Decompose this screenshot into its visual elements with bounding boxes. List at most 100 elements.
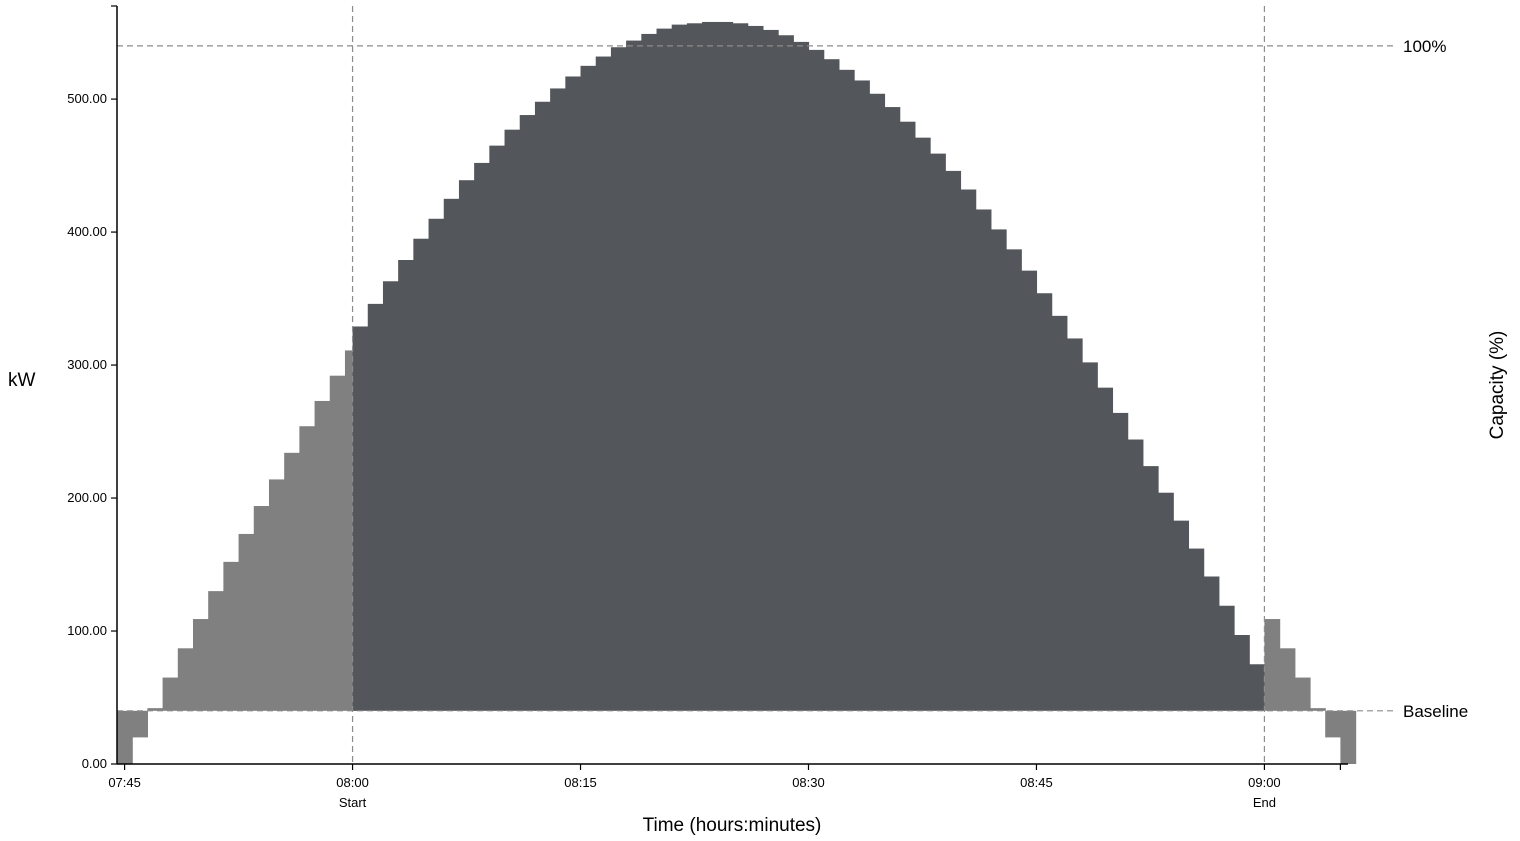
x-tick-label: 09:00 — [1248, 775, 1281, 790]
event-bar — [1219, 606, 1235, 711]
pre-event-bar — [299, 426, 315, 711]
event-bar — [900, 122, 916, 711]
event-bar — [565, 76, 581, 710]
reference-label: 100% — [1403, 37, 1446, 56]
event-bar — [717, 22, 733, 711]
event-bar — [1112, 413, 1128, 711]
event-bar — [733, 23, 749, 711]
pre-event-bar — [330, 376, 346, 711]
event-bar — [884, 107, 900, 711]
event-bar — [687, 23, 703, 711]
post-event-bar — [1325, 711, 1341, 738]
y-ticks: 0.00 100.00 200.00 300.00 400.00 500.00 — [67, 6, 117, 771]
y-tick-label: 0.00 — [82, 756, 107, 771]
pre-event-bar — [315, 401, 331, 711]
event-bar — [1097, 388, 1113, 711]
event-bar — [596, 57, 612, 711]
x-tick-label: 08:30 — [792, 775, 825, 790]
event-bar — [1067, 338, 1083, 710]
pre-event-bar — [269, 479, 285, 710]
event-bar — [702, 22, 718, 711]
pre-event-bar — [178, 648, 194, 711]
event-bar — [824, 59, 840, 711]
event-bar — [1082, 362, 1098, 710]
event-bar — [505, 130, 521, 711]
x-ticks: 07:45 08:00 Start 08:15 08:30 08:45 09:00 End — [108, 764, 1340, 810]
event-bar — [429, 219, 445, 711]
event-bar — [535, 102, 551, 711]
event-bar — [520, 115, 536, 711]
pre-event-bar — [193, 619, 209, 711]
pre-event-bar — [284, 453, 300, 711]
y-tick-label: 100.00 — [67, 623, 107, 638]
pre-event-bar — [117, 711, 133, 764]
event-bar — [945, 171, 961, 711]
event-bar — [672, 25, 688, 711]
event-bar — [353, 326, 369, 710]
post-event-bar — [1264, 619, 1280, 711]
event-bar — [444, 199, 460, 711]
event-bar — [1173, 521, 1189, 711]
event-bar — [1052, 316, 1068, 711]
event-bar — [991, 229, 1007, 710]
event-bar — [474, 163, 490, 711]
pre-event-bar — [223, 562, 239, 711]
event-bar — [489, 146, 505, 711]
x-tick-label: 08:45 — [1020, 775, 1053, 790]
event-bar — [960, 190, 976, 711]
pre-event-bar — [132, 711, 148, 738]
y-tick-label: 200.00 — [67, 490, 107, 505]
event-bar — [915, 138, 931, 711]
event-bar — [1188, 549, 1204, 711]
x-tick-label: 08:00 — [336, 775, 369, 790]
event-bar — [1249, 664, 1265, 711]
y-axis-title: kW — [8, 370, 36, 391]
event-bar — [763, 30, 779, 711]
event-bar — [611, 47, 627, 711]
event-bar — [808, 50, 824, 711]
event-bar — [459, 180, 475, 711]
event-bar — [869, 94, 885, 711]
event-bar — [793, 42, 809, 711]
post-event-bar — [1280, 648, 1296, 711]
x-axis-title: Time (hours:minutes) — [643, 815, 822, 836]
event-bar — [1158, 493, 1174, 711]
event-bar — [626, 41, 642, 711]
event-bar — [778, 35, 794, 711]
post-event-bar — [1295, 678, 1311, 711]
event-bar — [413, 239, 429, 711]
y2-axis-title: Capacity (%) — [1487, 331, 1508, 440]
pre-event-bar — [239, 534, 255, 711]
y-tick-label: 500.00 — [67, 91, 107, 106]
event-bar — [839, 70, 855, 711]
reference-label: Baseline — [1403, 702, 1468, 721]
event-bar — [854, 80, 870, 710]
x-tick-label: 07:45 — [108, 775, 141, 790]
event-bar — [383, 281, 399, 711]
event-bar — [1204, 576, 1220, 710]
event-bar — [748, 26, 764, 711]
pre-event-bar — [254, 506, 270, 711]
event-bar — [657, 29, 673, 711]
event-bar — [976, 209, 992, 710]
event-bar — [550, 88, 566, 710]
x-tick-sublabel: End — [1253, 795, 1276, 810]
pre-event-bar — [208, 591, 224, 711]
y-tick-label: 300.00 — [67, 357, 107, 372]
event-bar — [930, 154, 946, 711]
event-bar — [1128, 440, 1144, 711]
event-bar — [1143, 466, 1159, 711]
event-bar — [581, 66, 597, 711]
event-bar — [368, 304, 384, 711]
event-bar — [641, 34, 657, 711]
event-bar — [398, 260, 414, 711]
y-tick-label: 400.00 — [67, 224, 107, 239]
event-bar — [1021, 271, 1037, 711]
event-bar — [1036, 293, 1052, 711]
bars-layer — [117, 22, 1356, 764]
event-bar — [1006, 249, 1022, 710]
x-tick-label: 08:15 — [564, 775, 597, 790]
pre-event-bar — [163, 678, 179, 711]
event-bar — [1234, 635, 1250, 711]
